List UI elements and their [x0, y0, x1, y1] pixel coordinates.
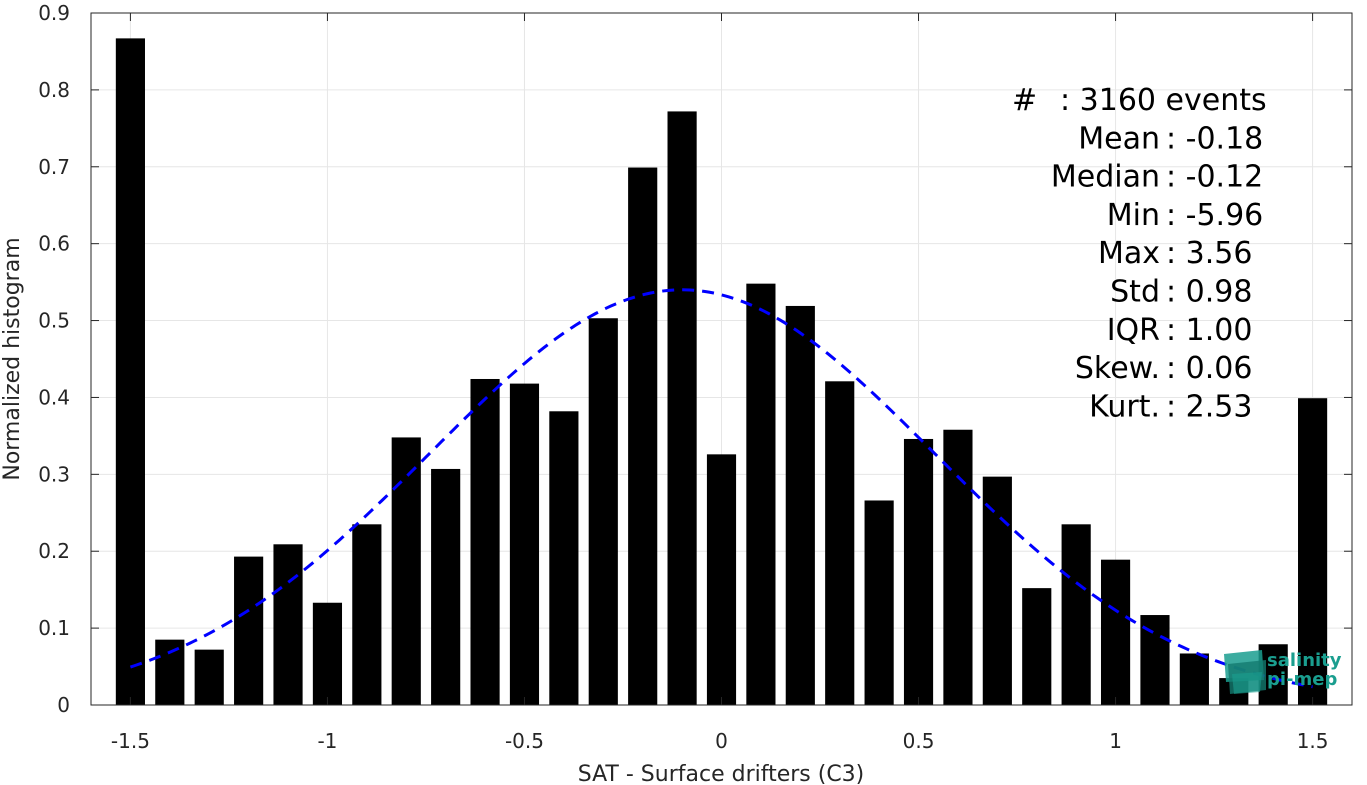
- x-tick-label-3: 0: [715, 729, 728, 753]
- stat-value-8: : 2.53: [1166, 389, 1252, 424]
- histogram-bar-9: [470, 378, 500, 705]
- stat-row-1: Mean: -0.18: [1078, 121, 1263, 156]
- histogram-bar-22: [982, 476, 1012, 705]
- y-tick-label-8: 0.8: [38, 78, 70, 102]
- logo-mark-icon: [1224, 650, 1266, 694]
- y-tick-label-9: 0.9: [38, 1, 70, 25]
- histogram-bar-30: [1298, 398, 1328, 705]
- stat-row-3: Min: -5.96: [1107, 198, 1264, 233]
- x-axis-label: SAT - Surface drifters (C3): [578, 762, 865, 785]
- x-tick-label-6: 1.5: [1297, 729, 1329, 753]
- stat-label-0: #: [1012, 83, 1037, 118]
- histogram-bar-14: [667, 111, 697, 705]
- stat-label-4: Max: [1098, 236, 1160, 271]
- x-tick-label-1: -1: [317, 729, 337, 753]
- logo-line2: pi-mep: [1267, 669, 1337, 690]
- x-tick-label-2: -0.5: [505, 729, 544, 753]
- y-tick-label-5: 0.5: [38, 309, 70, 333]
- stat-label-8: Kurt.: [1089, 389, 1160, 424]
- y-tick-label-6: 0.6: [38, 232, 70, 256]
- histogram-bar-16: [746, 283, 776, 705]
- histogram-bar-6: [352, 524, 382, 705]
- histogram-bar-2: [194, 649, 224, 705]
- histogram-bar-24: [1061, 524, 1091, 705]
- x-tick-label-0: -1.5: [111, 729, 150, 753]
- histogram-bar-20: [903, 438, 934, 705]
- histogram-bar-27: [1179, 653, 1209, 705]
- stat-value-4: : 3.56: [1166, 236, 1252, 271]
- stat-row-8: Kurt.: 2.53: [1089, 389, 1252, 424]
- y-tick-label-0: 0: [57, 693, 70, 717]
- stat-label-5: Std: [1110, 275, 1160, 310]
- histogram-bar-26: [1140, 615, 1170, 705]
- stat-label-6: IQR: [1107, 313, 1160, 348]
- x-tick-label-4: 0.5: [903, 729, 935, 753]
- histogram-bar-25: [1100, 559, 1131, 705]
- stat-value-2: : -0.12: [1166, 160, 1263, 195]
- stat-label-2: Median: [1051, 160, 1160, 195]
- histogram-bar-3: [234, 556, 264, 705]
- histogram-bar-4: [273, 544, 303, 705]
- histogram-bar-17: [785, 305, 815, 705]
- histogram-bar-13: [628, 167, 658, 706]
- stat-value-3: : -5.96: [1166, 198, 1263, 233]
- histogram-bar-12: [588, 318, 618, 705]
- histogram-bar-15: [706, 454, 737, 705]
- axis-ticks: [91, 12, 1352, 706]
- x-tick-labels: -1.5 -1 -0.5 0 0.5 1 1.5: [111, 729, 1329, 753]
- y-axis-label: Normalized histogram: [0, 237, 25, 480]
- stat-row-0: # : 3160 events: [1012, 83, 1267, 118]
- stat-value-6: : 1.00: [1166, 313, 1252, 348]
- histogram-bar-0: [115, 38, 145, 705]
- gaussian-fit-curve: [129, 288, 1313, 689]
- stat-label-3: Min: [1107, 198, 1160, 233]
- histogram-bar-7: [391, 437, 421, 705]
- salinity-pi-mep-logo: salinity pi-mep: [1224, 650, 1342, 694]
- histogram-bar-19: [864, 500, 894, 705]
- stat-label-7: Skew.: [1075, 351, 1160, 386]
- bars: [115, 38, 1328, 706]
- histogram-bar-10: [509, 383, 540, 705]
- x-tick-label-5: 1: [1109, 729, 1122, 753]
- histogram-bar-1: [155, 639, 185, 705]
- histogram-bar-23: [1022, 588, 1052, 705]
- y-tick-label-3: 0.3: [38, 462, 70, 486]
- y-tick-label-1: 0.1: [38, 616, 70, 640]
- y-tick-label-7: 0.7: [38, 155, 70, 179]
- stat-row-7: Skew.: 0.06: [1075, 351, 1253, 386]
- y-tick-label-4: 0.4: [38, 385, 70, 409]
- y-tick-labels: 0 0.1 0.2 0.3 0.4 0.5 0.6 0.7 0.8 0.9: [38, 1, 70, 717]
- logo-line1: salinity: [1267, 650, 1342, 671]
- stat-row-5: Std: 0.98: [1110, 275, 1252, 310]
- histogram-bar-8: [431, 468, 461, 705]
- stat-row-4: Max: 3.56: [1098, 236, 1252, 271]
- stat-row-6: IQR: 1.00: [1107, 313, 1253, 348]
- stat-value-7: : 0.06: [1166, 351, 1252, 386]
- stat-value-1: : -0.18: [1166, 121, 1263, 156]
- histogram-bar-18: [825, 381, 855, 705]
- histogram-bar-21: [943, 429, 973, 705]
- stat-label-1: Mean: [1078, 121, 1160, 156]
- stat-row-2: Median: -0.12: [1051, 160, 1263, 195]
- stat-value-0: : 3160 events: [1060, 83, 1267, 118]
- histogram-bar-5: [312, 602, 343, 705]
- y-tick-label-2: 0.2: [38, 539, 70, 563]
- stat-value-5: : 0.98: [1166, 275, 1252, 310]
- histogram-bar-11: [549, 411, 579, 705]
